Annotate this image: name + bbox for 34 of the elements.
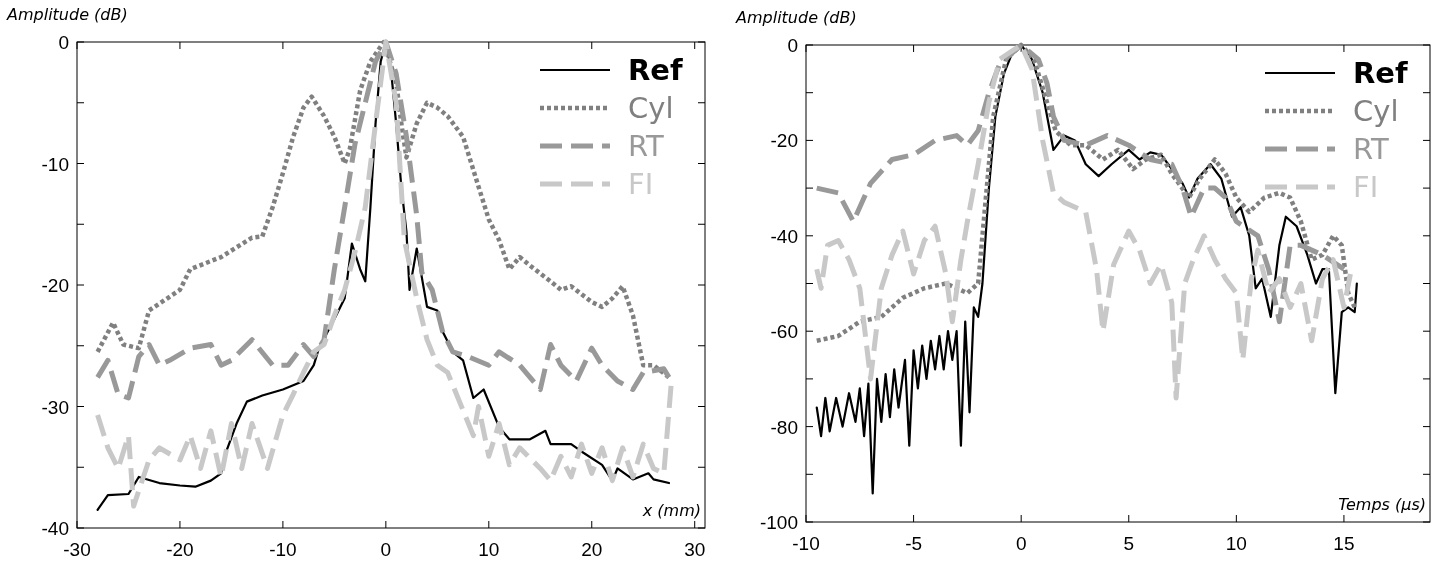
y-tick-label: -80 (770, 416, 798, 438)
x-axis-title: x (mm) (641, 501, 701, 520)
x-tick-label: 10 (478, 539, 500, 560)
y-tick-label: -60 (770, 321, 798, 343)
legend-label: Ref (628, 53, 683, 87)
y-tick-label: -100 (759, 512, 798, 533)
legend-label: RT (1353, 132, 1390, 166)
x-tick-label: -5 (905, 533, 923, 554)
y-tick-label: -40 (41, 518, 69, 539)
legend-label: RT (628, 129, 665, 163)
legend-label: Ref (1353, 56, 1408, 90)
y-tick-label: -30 (41, 396, 69, 418)
legend-label: Cyl (1353, 94, 1399, 128)
x-tick-label: -10 (792, 533, 820, 554)
x-tick-label: 20 (581, 539, 603, 560)
x-axis-title: Temps (µs) (1338, 495, 1426, 514)
x-tick-label: 15 (1333, 533, 1355, 554)
x-tick-label: -30 (63, 539, 91, 560)
y-tick-label: -10 (41, 153, 69, 175)
y-tick-label: -40 (770, 225, 798, 247)
x-tick-label: 0 (380, 539, 392, 560)
x-tick-label: 0 (1015, 533, 1027, 554)
y-tick-label: 0 (58, 32, 69, 53)
legend-label: Cyl (628, 91, 674, 125)
y-tick-label: -20 (770, 130, 798, 152)
x-tick-label: 5 (1123, 533, 1135, 554)
y-tick-label: -20 (41, 275, 69, 296)
x-tick-label: 30 (684, 539, 706, 560)
y-tick-label: 0 (787, 35, 798, 56)
y-axis-title: Amplitude (dB) (6, 5, 128, 24)
x-tick-label: 10 (1225, 533, 1247, 554)
x-tick-label: -20 (166, 539, 194, 560)
y-axis-title: Amplitude (dB) (735, 8, 857, 27)
x-tick-label: -10 (269, 539, 297, 560)
